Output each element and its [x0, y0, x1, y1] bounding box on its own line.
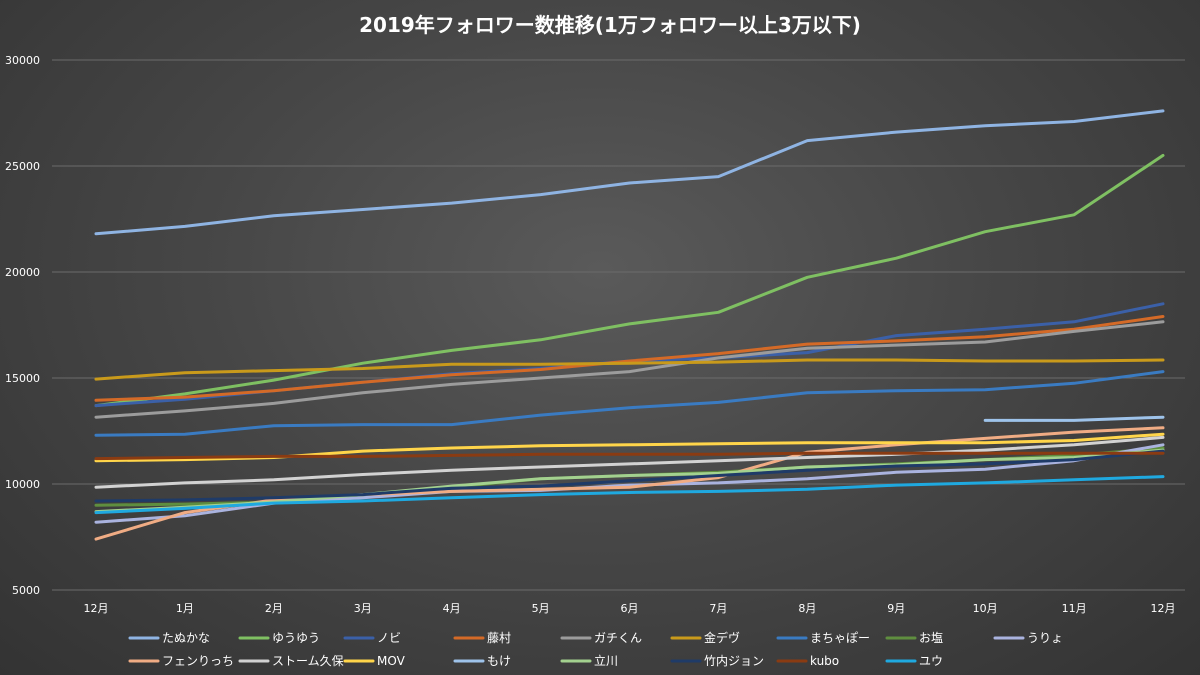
series-line [94, 302, 1165, 408]
series-line [94, 451, 1165, 461]
x-axis: 12月 1月 2月 3月 4月 5月 6月 7月 8月 9月 10月 11月 12月 [84, 602, 1176, 615]
legend-label: 竹内ジョン [704, 654, 764, 668]
series-line [94, 370, 1165, 437]
legend-label: たぬかな [162, 631, 210, 645]
legend-label: MOV [377, 654, 406, 668]
y-axis: 5000 10000 15000 20000 25000 30000 [5, 54, 40, 597]
x-tick-label: 9月 [887, 602, 905, 615]
chart-title: 2019年フォロワー数推移(1万フォロワー以上3万以下) [359, 13, 861, 37]
series-line [94, 475, 1165, 515]
series-line [94, 426, 1165, 541]
legend-label: もけ [487, 654, 511, 668]
legend-label: フェンりっち [162, 654, 234, 668]
legend-label: 金デヴ [704, 630, 740, 645]
series-line [94, 153, 1165, 408]
series-line [94, 320, 1165, 419]
legend-label: ガチくん [594, 631, 642, 645]
gridlines [52, 59, 1185, 591]
legend-label: 藤村 [487, 631, 511, 645]
x-tick-label: 4月 [443, 602, 461, 615]
x-tick-label: 6月 [621, 602, 639, 615]
x-tick-label: 8月 [798, 602, 816, 615]
x-tick-label: 7月 [709, 602, 727, 615]
series-line [94, 109, 1165, 236]
x-tick-label: 10月 [973, 602, 998, 615]
legend-label: 立川 [594, 653, 618, 668]
y-tick-label: 10000 [5, 478, 40, 491]
series-line [94, 435, 1165, 489]
y-tick-label: 5000 [12, 584, 40, 597]
legend-label: ストーム久保 [272, 654, 344, 668]
legend-label: お塩 [919, 630, 943, 645]
series-line [94, 449, 1165, 503]
legend-label: まちゃぽー [810, 631, 870, 645]
series-line [983, 415, 1165, 422]
x-tick-label: 11月 [1062, 602, 1087, 615]
x-tick-label: 12月 [84, 602, 109, 615]
x-tick-label: 1月 [176, 602, 194, 615]
series-line [94, 315, 1165, 402]
x-tick-label: 2月 [265, 602, 283, 615]
y-tick-label: 20000 [5, 266, 40, 279]
series-line [94, 358, 1165, 381]
legend-label: ユウ [919, 654, 943, 668]
y-tick-label: 25000 [5, 160, 40, 173]
x-tick-label: 3月 [354, 602, 372, 615]
legend-label: ゆうゆう [272, 631, 320, 645]
legend-label: うりょ [1027, 631, 1063, 645]
legend-label: ノビ [377, 631, 401, 645]
y-tick-label: 15000 [5, 372, 40, 385]
y-tick-label: 30000 [5, 54, 40, 67]
x-tick-label: 12月 [1151, 602, 1176, 615]
legend-label: kubo [810, 654, 839, 668]
series-lines [94, 109, 1165, 541]
x-tick-label: 5月 [532, 602, 550, 615]
